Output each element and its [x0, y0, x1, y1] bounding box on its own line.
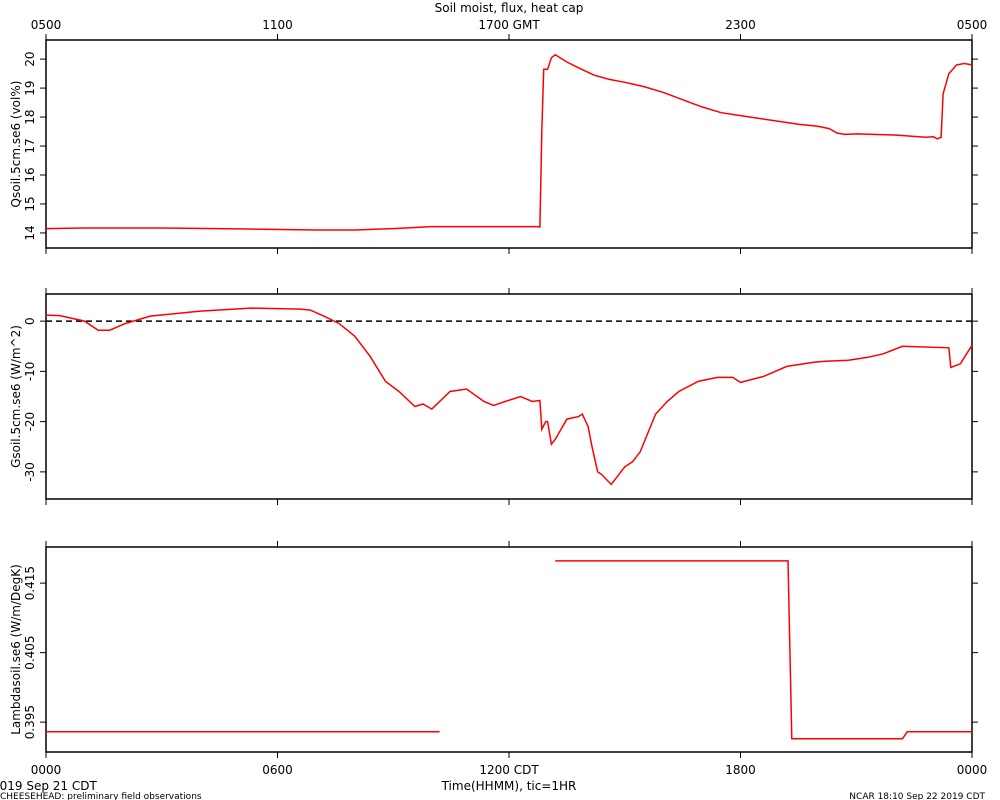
- x-tick-label: 1800: [725, 763, 756, 777]
- y-tick-label: -10: [23, 362, 37, 382]
- y-axis-label: Lambdasoil.se6 (W/m/DegK): [9, 564, 23, 735]
- x-tick-label: 1200 CDT: [479, 763, 539, 777]
- chart-title: Soil moist, flux, heat cap: [435, 1, 584, 15]
- x2-tick-label: 1700 GMT: [478, 18, 540, 32]
- y-tick-label: -20: [23, 412, 37, 432]
- x2-tick-label: 0500: [31, 18, 62, 32]
- project-label: CHEESEHEAD: preliminary field observatio…: [0, 792, 202, 800]
- data-line: [45, 307, 973, 486]
- y-tick-label: 16: [23, 167, 37, 182]
- plot-frame: [45, 39, 973, 249]
- x-tick-label: 0600: [262, 763, 293, 777]
- y-tick-label: 14: [23, 225, 37, 240]
- plot-frame: [45, 546, 973, 753]
- y-tick-label: 15: [23, 196, 37, 211]
- y-axis-label: Gsoil.5cm.se6 (W/m^2): [9, 325, 23, 468]
- y-tick-label: 18: [23, 109, 37, 124]
- y-tick-label: 0: [23, 317, 37, 325]
- y-tick-label: 0.415: [23, 566, 37, 600]
- data-line: [45, 53, 973, 231]
- y-tick-label: 20: [23, 51, 37, 66]
- y-axis-label: Qsoil.5cm.se6 (vol%): [9, 81, 23, 208]
- x2-tick-label: 2300: [725, 18, 756, 32]
- plot-frame: [45, 293, 973, 500]
- y-tick-label: 19: [23, 80, 37, 95]
- y-tick-label: 17: [23, 138, 37, 153]
- x2-tick-label: 1100: [262, 18, 293, 32]
- stamp-label: NCAR 18:10 Sep 22 2019 CDT: [849, 792, 985, 800]
- x-axis-label: Time(HHMM), tic=1HR: [441, 779, 577, 793]
- y-tick-label: 0.405: [23, 635, 37, 669]
- y-tick-label: 0.395: [23, 705, 37, 739]
- x2-tick-label: 0500: [957, 18, 988, 32]
- date-label: 2019 Sep 21 CDT: [0, 779, 97, 793]
- x-tick-label: 0000: [957, 763, 988, 777]
- data-line: [46, 560, 972, 740]
- x-tick-label: 0000: [31, 763, 62, 777]
- y-tick-label: -30: [23, 462, 37, 482]
